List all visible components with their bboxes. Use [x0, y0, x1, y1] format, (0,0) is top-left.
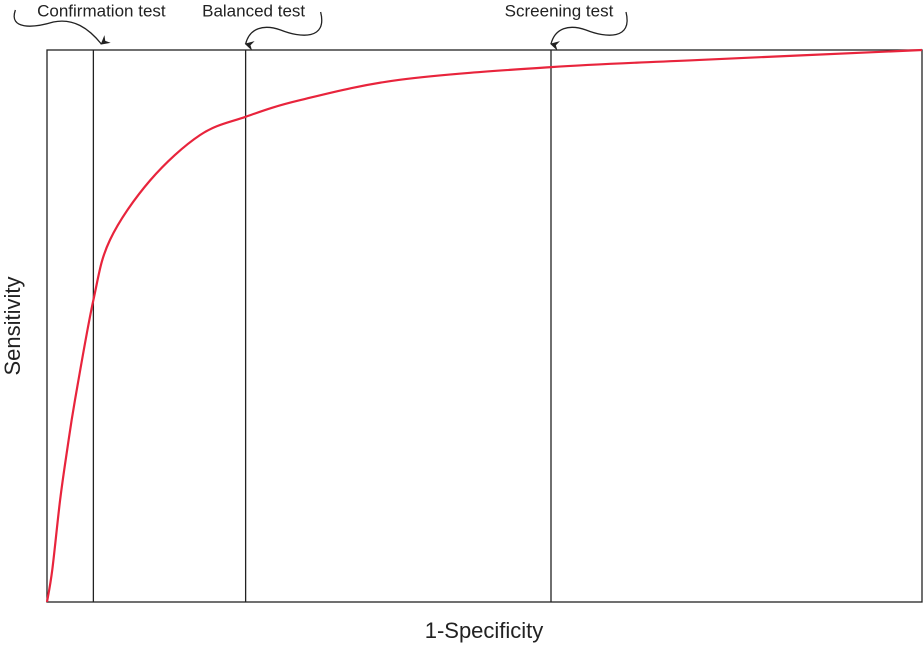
- x-axis-title: 1-Specificity: [425, 618, 544, 643]
- annotation-label: Balanced test: [202, 1, 305, 20]
- plot-frame: [46, 49, 923, 603]
- roc-curve: [45, 48, 923, 603]
- annotation-arrow: [550, 11, 628, 51]
- y-axis-title: Sensitivity: [0, 276, 25, 375]
- annotation-arrow: [244, 11, 323, 51]
- annotation-arrow: [13, 9, 111, 45]
- annotation-label: Confirmation test: [37, 1, 166, 20]
- annotation-label: Screening test: [505, 1, 614, 20]
